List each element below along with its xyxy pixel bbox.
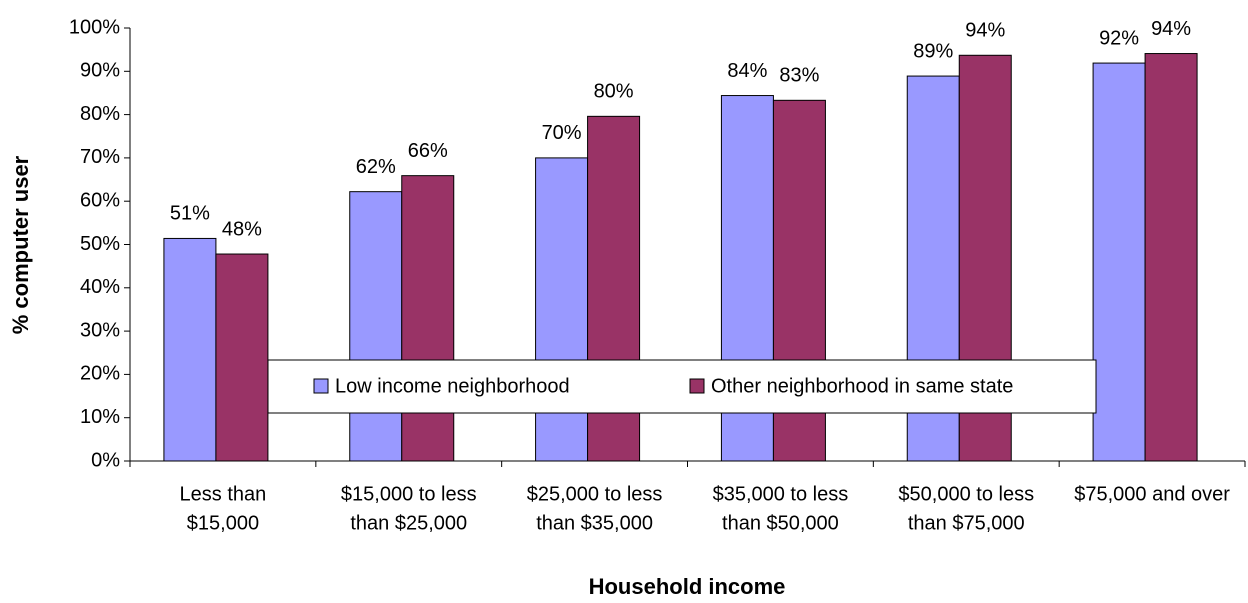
bar [1092,62,1146,462]
x-tick-label: $15,000 [187,512,259,534]
legend-label: Low income neighborhood [335,375,570,397]
bar [163,237,217,462]
y-tick-label: 80% [80,103,120,125]
value-label: 48% [222,218,262,240]
x-tick-label: than $25,000 [350,512,467,534]
y-tick-label: 0% [91,449,120,471]
y-tick-label: 10% [80,406,120,428]
bar [215,253,269,462]
value-label: 66% [408,140,448,162]
value-label: 94% [965,20,1005,42]
value-label: 83% [779,65,819,87]
x-tick-label: $75,000 and over [1074,483,1230,505]
x-tick-label: $25,000 to less [527,483,663,505]
bar [535,157,589,462]
x-tick-label: Less than [180,483,267,505]
value-label: 89% [913,40,953,62]
value-label: 92% [1099,27,1139,49]
x-tick-label: $50,000 to less [898,483,1034,505]
legend-swatch [689,378,705,394]
value-label: 94% [1151,18,1191,40]
y-tick-label: 100% [69,16,120,38]
y-tick-label: 30% [80,319,120,341]
bar [349,191,403,462]
legend-box [267,359,1097,414]
y-tick-label: 40% [80,276,120,298]
y-axis-label: % computer user [8,155,33,334]
value-label: 62% [356,156,396,178]
x-tick-label: than $35,000 [536,512,653,534]
x-axis-label: Household income [589,574,786,599]
value-label: 51% [170,203,210,225]
bar [1144,53,1198,462]
y-tick-label: 90% [80,60,120,82]
y-tick-label: 50% [80,233,120,255]
x-tick-label: than $75,000 [908,512,1025,534]
x-tick-label: $35,000 to less [713,483,849,505]
legend-label: Other neighborhood in same state [711,375,1013,397]
value-label: 70% [542,122,582,144]
bar [401,175,455,462]
x-tick-label: $15,000 to less [341,483,477,505]
y-tick-label: 70% [80,146,120,168]
value-label: 84% [727,60,767,82]
y-tick-label: 20% [80,363,120,385]
value-label: 80% [594,81,634,103]
x-tick-label: than $50,000 [722,512,839,534]
legend-swatch [313,378,329,394]
y-tick-label: 60% [80,189,120,211]
